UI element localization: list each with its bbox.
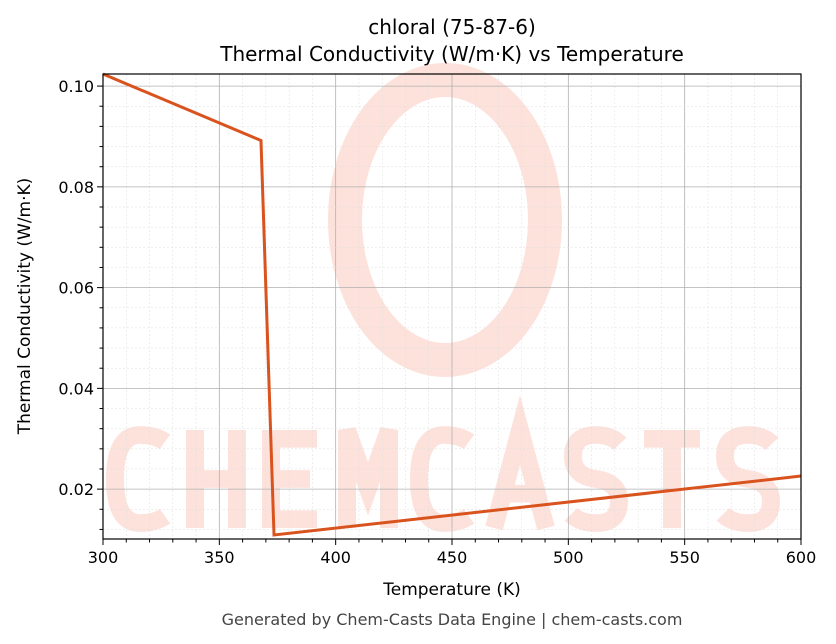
watermark-letter	[105, 426, 171, 532]
x-tick-label: 600	[786, 548, 817, 567]
footer-text: Generated by Chem-Casts Data Engine | ch…	[222, 610, 683, 629]
watermark-letter	[563, 426, 629, 532]
y-tick-label: 0.04	[58, 379, 94, 398]
x-tick-label: 300	[88, 548, 119, 567]
watermark-letter	[644, 430, 700, 529]
watermark-letter	[262, 430, 317, 529]
y-tick-label: 0.10	[58, 77, 94, 96]
plot-frame	[102, 73, 802, 540]
chart-title: chloral (75-87-6)	[368, 15, 536, 39]
y-tick-label: 0.08	[58, 178, 94, 197]
x-tick-label: 400	[320, 548, 351, 567]
y-axis-label: Thermal Conductivity (W/m·K)	[15, 178, 35, 436]
watermark-lettering	[105, 394, 781, 532]
x-axis-label: Temperature (K)	[382, 580, 521, 600]
watermark-letter	[485, 394, 555, 531]
y-tick-label: 0.02	[58, 480, 94, 499]
watermark-letter	[715, 426, 781, 532]
y-tick-label: 0.06	[58, 279, 94, 298]
x-tick-label: 350	[204, 548, 235, 567]
watermark-letter	[186, 430, 246, 529]
watermark-letter	[409, 426, 475, 532]
watermark-letter	[338, 427, 398, 529]
x-tick-label: 550	[669, 548, 700, 567]
series-line	[102, 72, 802, 537]
x-tick-label: 450	[437, 548, 468, 567]
watermark-logo	[105, 63, 781, 532]
x-tick-label: 500	[553, 548, 584, 567]
chart-subtitle: Thermal Conductivity (W/m·K) vs Temperat…	[219, 42, 684, 66]
